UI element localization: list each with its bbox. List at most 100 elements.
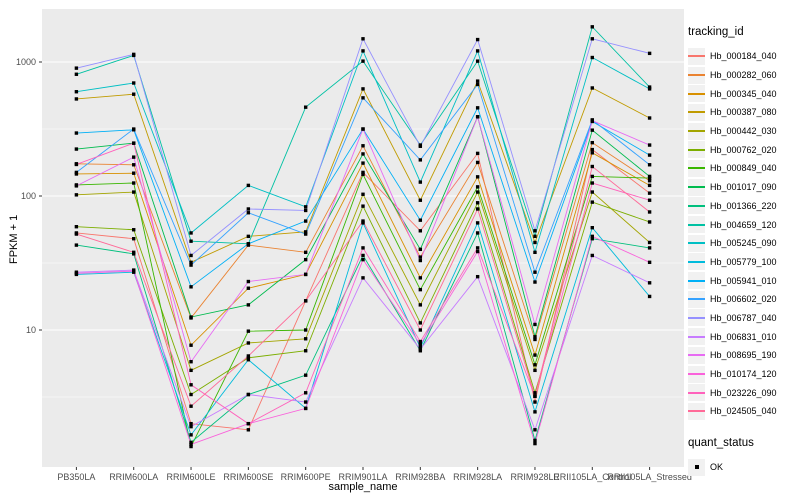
data-point-Hb_006831_010 xyxy=(533,428,537,432)
data-point-Hb_000184_040 xyxy=(533,400,537,404)
data-point-Hb_000387_080 xyxy=(647,116,652,120)
data-point-Hb_000345_040 xyxy=(361,161,365,165)
legend-key xyxy=(688,328,705,346)
data-point-Hb_000442_030 xyxy=(361,192,365,196)
legend-color-line xyxy=(688,92,705,95)
data-point-Hb_006602_020 xyxy=(189,263,193,267)
data-point-Hb_005941_010 xyxy=(246,242,251,246)
data-point-Hb_000762_020 xyxy=(303,349,308,353)
data-point-Hb_023226_090 xyxy=(303,391,308,395)
quant-status-label: OK xyxy=(710,462,724,473)
data-point-Hb_005245_090 xyxy=(189,231,193,235)
data-point-Hb_010174_120 xyxy=(189,442,193,447)
data-point-Hb_001017_090 xyxy=(303,257,308,262)
y-tick-label: 100 xyxy=(21,191,36,201)
legend-color-line xyxy=(688,186,705,189)
data-point-Hb_006787_040 xyxy=(246,207,251,211)
legend-label: Hb_000387_080 xyxy=(710,107,777,118)
x-tick-label: RRIM600LE xyxy=(167,472,216,482)
data-point-Hb_010174_120 xyxy=(303,406,308,411)
legend-key xyxy=(688,178,705,196)
data-point-Hb_005245_090 xyxy=(132,81,136,85)
legend-label: Hb_000345_040 xyxy=(710,88,777,99)
data-point-Hb_005941_010 xyxy=(647,153,652,157)
x-tick-label: RRIM901LA xyxy=(338,472,387,482)
legend-color-line xyxy=(688,242,705,245)
legend-label: Hb_023226_090 xyxy=(710,387,777,398)
data-point-Hb_000762_020 xyxy=(533,391,537,395)
data-point-Hb_000282_060 xyxy=(475,160,480,165)
data-point-Hb_005779_100 xyxy=(647,294,652,299)
legend-key xyxy=(688,309,705,327)
data-point-Hb_000849_040 xyxy=(590,174,594,179)
data-point-Hb_004659_120 xyxy=(647,85,652,89)
legend-key xyxy=(688,346,705,364)
data-point-Hb_008695_190 xyxy=(361,127,365,131)
data-point-Hb_000345_040 xyxy=(647,183,652,188)
data-point-Hb_000442_030 xyxy=(303,337,308,341)
data-point-Hb_006787_040 xyxy=(533,229,537,233)
data-point-Hb_000849_040 xyxy=(246,329,251,333)
legend-key xyxy=(688,272,705,290)
data-point-Hb_008695_190 xyxy=(303,272,308,277)
legend-item-Hb_000849_040: Hb_000849_040 xyxy=(688,159,798,178)
data-point-Hb_006602_020 xyxy=(246,211,251,215)
data-point-Hb_000345_040 xyxy=(590,151,594,155)
data-point-Hb_001366_220 xyxy=(361,253,365,258)
data-point-Hb_005245_090 xyxy=(303,205,308,209)
data-point-Hb_006787_040 xyxy=(132,52,136,57)
data-point-Hb_000184_040 xyxy=(418,229,423,233)
x-tick-label: RRIM928LE xyxy=(510,472,559,482)
data-point-Hb_000184_040 xyxy=(246,428,251,432)
x-tick-label: RRIM928BA xyxy=(395,472,445,482)
legend-key xyxy=(688,197,705,215)
legend-item-Hb_000184_040: Hb_000184_040 xyxy=(688,47,798,66)
data-point-Hb_000849_040 xyxy=(132,181,136,185)
data-point-Hb_000282_060 xyxy=(418,255,423,259)
data-point-Hb_006787_040 xyxy=(647,51,652,56)
legend-color-line xyxy=(688,298,705,301)
data-point-Hb_000387_080 xyxy=(533,240,537,245)
data-point-Hb_008695_190 xyxy=(533,322,537,327)
legend-item-Hb_008695_190: Hb_008695_190 xyxy=(688,346,798,365)
data-point-Hb_000762_020 xyxy=(361,204,365,208)
data-point-Hb_005779_100 xyxy=(533,410,537,414)
legend-key xyxy=(688,103,705,121)
data-point-Hb_023226_090 xyxy=(475,246,480,250)
data-point-Hb_023226_090 xyxy=(132,141,136,145)
data-point-Hb_000184_040 xyxy=(189,421,193,426)
data-point-Hb_000442_030 xyxy=(418,303,423,307)
legend-item-Hb_023226_090: Hb_023226_090 xyxy=(688,383,798,402)
data-point-Hb_000184_040 xyxy=(647,191,652,195)
data-point-Hb_010174_120 xyxy=(590,234,594,239)
data-point-Hb_000442_030 xyxy=(132,190,136,194)
data-point-Hb_024505_040 xyxy=(74,232,79,236)
data-point-Hb_005779_100 xyxy=(189,433,193,437)
data-point-Hb_000345_040 xyxy=(246,286,251,290)
data-point-Hb_000442_030 xyxy=(74,193,79,197)
data-point-Hb_006831_010 xyxy=(303,400,308,404)
data-point-Hb_005245_090 xyxy=(475,49,480,53)
data-point-Hb_005245_090 xyxy=(418,180,423,184)
legend-item-Hb_005941_010: Hb_005941_010 xyxy=(688,271,798,290)
data-point-Hb_000762_020 xyxy=(475,201,480,205)
data-point-Hb_000345_040 xyxy=(418,276,423,280)
data-point-Hb_006787_040 xyxy=(475,37,480,42)
data-point-Hb_006831_010 xyxy=(590,253,594,258)
data-point-Hb_000442_030 xyxy=(647,240,652,245)
data-point-Hb_000762_020 xyxy=(590,200,594,204)
legend-label: Hb_000762_020 xyxy=(710,144,777,155)
legend-key xyxy=(688,47,705,65)
data-point-Hb_010174_120 xyxy=(132,269,136,273)
legend-item-Hb_000762_020: Hb_000762_020 xyxy=(688,140,798,159)
data-point-Hb_023226_090 xyxy=(418,339,423,344)
data-point-Hb_006602_020 xyxy=(475,82,480,87)
legend-label: Hb_008695_190 xyxy=(710,350,777,361)
data-point-Hb_023226_090 xyxy=(361,246,365,250)
data-point-Hb_001017_090 xyxy=(189,315,193,319)
data-point-Hb_000184_040 xyxy=(132,237,136,241)
legend-label: Hb_006831_010 xyxy=(710,331,777,342)
data-point-Hb_008695_190 xyxy=(132,155,136,159)
data-point-Hb_005779_100 xyxy=(590,226,594,230)
data-point-Hb_006787_040 xyxy=(189,253,193,258)
